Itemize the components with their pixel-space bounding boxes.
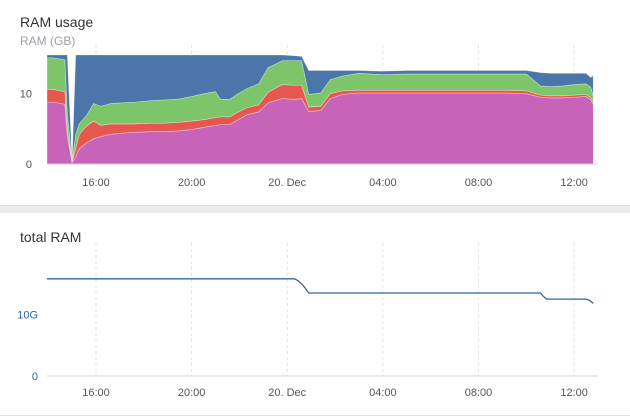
area-series-4: [46, 54, 594, 162]
y-tick-label: 0: [26, 159, 32, 171]
y-tick-label: 0: [32, 371, 38, 383]
x-tick-label: 20. Dec: [268, 177, 306, 189]
total-ram-line: [47, 278, 594, 304]
chart-title: RAM usage: [20, 14, 94, 30]
x-tick-label: 08:00: [465, 387, 493, 399]
x-tick-label: 20:00: [178, 177, 206, 189]
y-tick-label: 10G: [17, 310, 38, 322]
x-tick-label: 16:00: [82, 177, 110, 189]
x-tick-label: 12:00: [560, 387, 588, 399]
ram-usage-chart: 16:00 20:00 20. Dec 04:00 08:00 12:00 0 10: [20, 45, 598, 189]
chart-subtitle: RAM (GB): [20, 34, 76, 48]
ram-usage-panel: RAM usage RAM (GB) 16:00 20:00 20. Dec 04:0…: [0, 0, 630, 206]
y-tick-label: 10: [20, 89, 32, 101]
x-tick-label: 16:00: [82, 387, 110, 399]
total-ram-panel: total RAM 16:00 20:00 20. Dec 04:00 08:00 12:…: [0, 213, 630, 416]
x-tick-label: 12:00: [560, 177, 588, 189]
x-tick-label: 04:00: [369, 177, 397, 189]
chart-title: total RAM: [20, 229, 82, 245]
x-tick-label: 20:00: [178, 387, 206, 399]
x-tick-label: 04:00: [369, 387, 397, 399]
x-tick-label: 20. Dec: [268, 387, 306, 399]
total-ram-chart: 16:00 20:00 20. Dec 04:00 08:00 12:00 0 10G: [17, 243, 598, 399]
x-tick-label: 08:00: [465, 177, 493, 189]
